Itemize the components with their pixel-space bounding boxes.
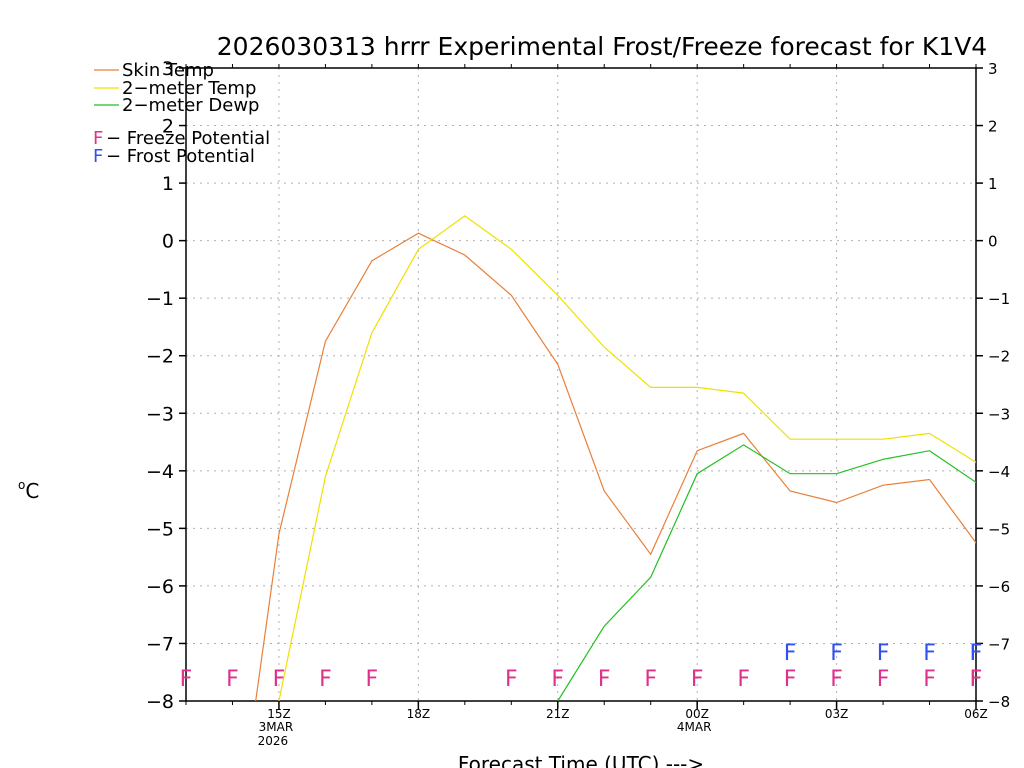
freeze-flag: F [273,667,286,692]
x-tick-label: 21Z [546,707,570,721]
frost-flag: F [877,641,890,666]
legend-skin-label: Skin Temp [122,60,214,81]
legend-frost-label: − Frost Potential [106,146,255,167]
freeze-flag: F [877,667,890,692]
series-layer [255,215,976,701]
legend: Skin Temp 2−meter Temp 2−meter Dewp F − … [93,60,270,167]
y-tick-label-right: −8 [988,693,1010,711]
y-tick-label-right: −2 [988,348,1010,366]
legend-frost-letter: F [93,146,103,167]
y-tick-label-right: −1 [988,290,1010,308]
x-tick-label: 03Z [825,707,849,721]
freeze-flag: F [505,667,518,692]
flags-layer: F F F F F F F F F F F F F F F FFF F F F FF [180,641,983,692]
freeze-flag: F [784,667,797,692]
frost-flag: F [970,641,983,666]
y-axis: 3 3 2 2 1 1 0 0 −1 −1 −2 −2 −3 −3 −4 −4 −5 −5 −6 −6 −7 −7 −8 −8 [146,58,1010,713]
chart-title: 2026030313 hrrr Experimental Frost/Freez… [217,32,987,61]
freeze-flag: F [366,667,379,692]
x-tick-label: 00Z [685,707,709,721]
legend-freeze-label: − Freeze Potential [106,128,270,149]
y-tick-label-left: 2 [162,116,174,138]
series-line-dewp [557,444,976,701]
series-line-skin [255,232,976,701]
frost-flag: F [784,641,797,666]
freeze-flag: F [830,667,843,692]
x-axis-label: Forecast Time (UTC) ---> [458,752,704,768]
legend-temp-label: 2−meter Temp [122,78,256,99]
freeze-flag: F [644,667,657,692]
y-tick-label-left: 0 [162,231,174,253]
freeze-flag: F [180,667,193,692]
y-axis-label-degree: o [18,478,25,492]
frost-flag: F [830,641,843,666]
freeze-flag: F [923,667,936,692]
freeze-flag: F [226,667,239,692]
freeze-flag: F [970,667,983,692]
grid [186,68,976,701]
freeze-flag: F [598,667,611,692]
y-tick-label-right: −3 [988,405,1010,423]
freeze-flag: F [737,667,750,692]
y-tick-label-right: 1 [988,175,998,193]
freeze-flag: F [970,667,983,692]
y-tick-label-left: −4 [146,461,174,483]
legend-freeze-letter: F [93,128,103,149]
plot-frame [185,67,977,702]
y-tick-label-left: −2 [146,346,174,368]
y-tick-label-right: 3 [988,60,998,78]
y-tick-label-left: −6 [146,576,174,598]
y-tick-label-right: −5 [988,520,1010,538]
x-tick-label: 06Z [964,707,988,721]
y-tick-label-right: 0 [988,233,998,251]
y-tick-label-left: −3 [146,403,174,425]
x-tick-sublabel: 4MAR [677,720,712,734]
y-tick-label-right: −4 [988,463,1010,481]
legend-dewp-label: 2−meter Dewp [122,95,259,116]
series-line-temp [278,215,976,701]
freeze-flag: F [319,667,332,692]
y-axis-label-unit: C [25,479,39,503]
y-tick-label-right: −6 [988,578,1010,596]
y-axis-label: oC [18,478,39,503]
y-tick-label-left: 1 [162,173,174,195]
y-tick-label-left: −5 [146,518,174,540]
y-tick-label-right: 2 [988,118,998,136]
x-tick-sublabel: 3MAR [259,720,294,734]
x-tick-label: 15Z [267,707,291,721]
frost-flag: F [970,641,983,666]
x-tick-sublabel-year: 2026 [258,734,289,748]
y-tick-label-left: −1 [146,288,174,310]
freeze-flag: F [551,667,564,692]
y-tick-label-left: −7 [146,633,174,655]
y-tick-label-left: −8 [146,691,174,713]
frost-flag: F [923,641,936,666]
y-tick-label-left: 3 [162,58,174,80]
freeze-flag: F [691,667,704,692]
y-tick-label-right: −7 [988,635,1010,653]
x-tick-label: 18Z [407,707,431,721]
